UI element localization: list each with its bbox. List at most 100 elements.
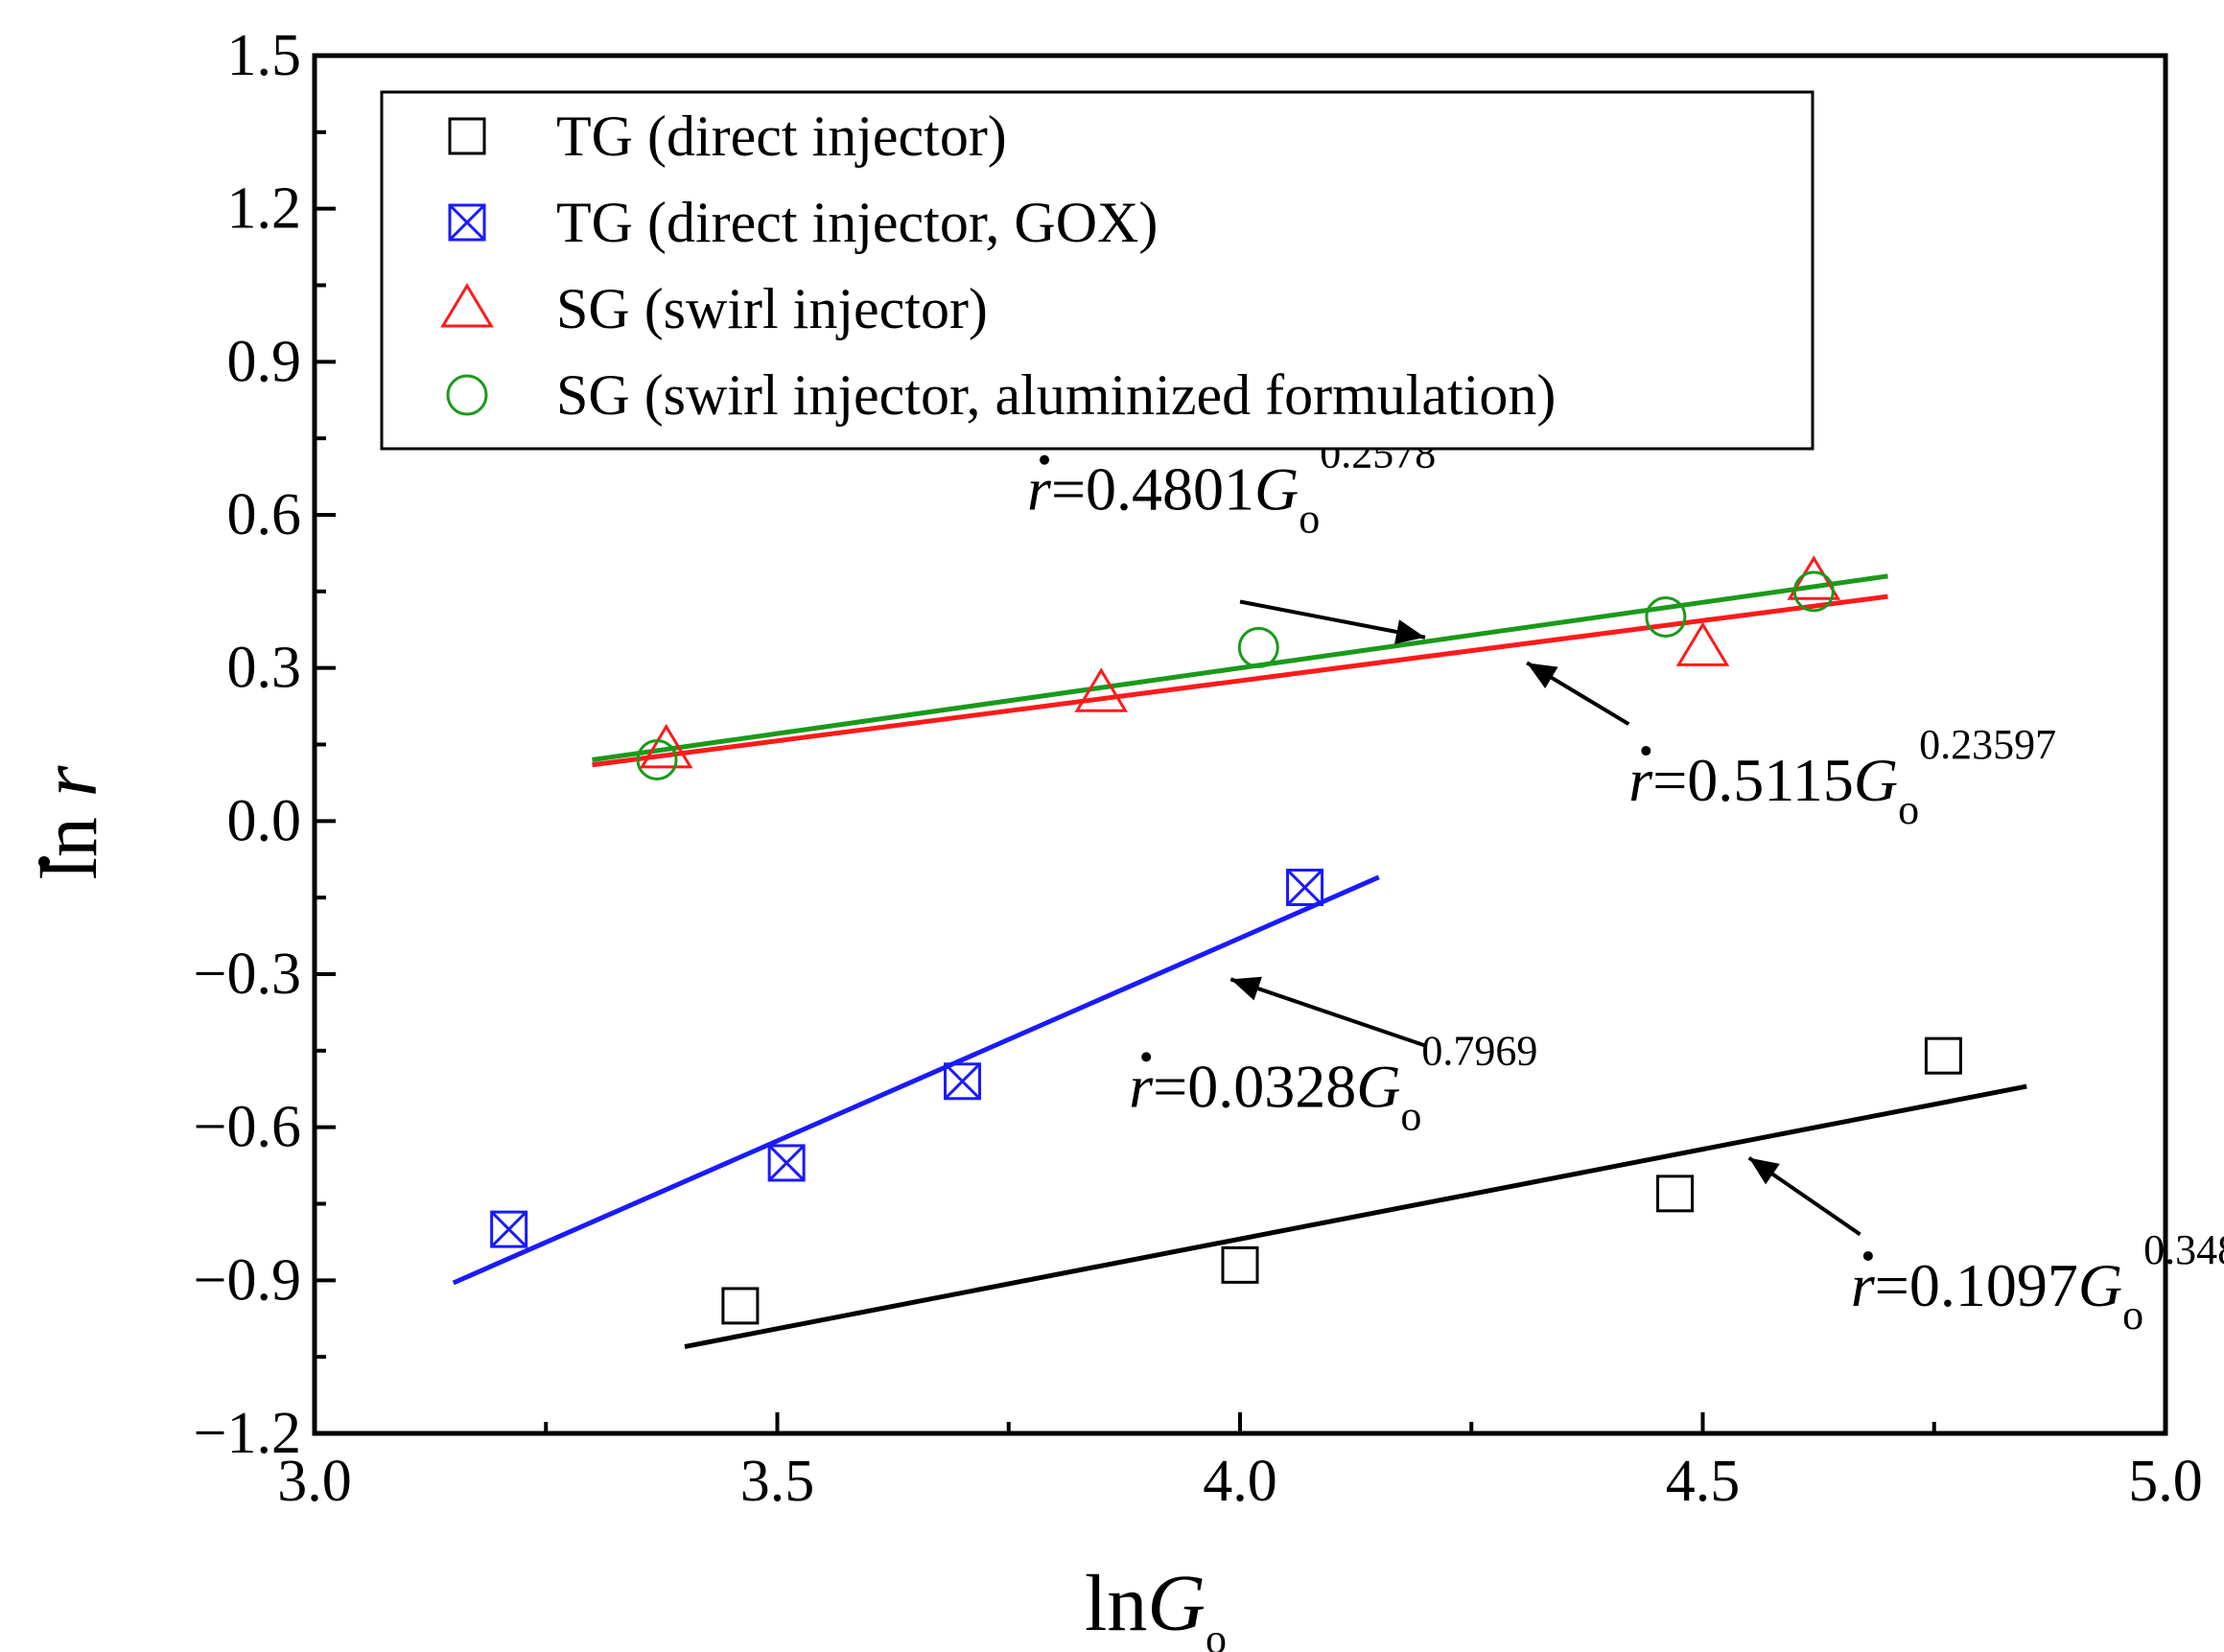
equation-sub: o bbox=[1400, 1092, 1421, 1139]
legend-box bbox=[380, 90, 1814, 451]
data-point bbox=[1237, 626, 1279, 668]
equation-var: G bbox=[1254, 455, 1299, 524]
data-point bbox=[1675, 621, 1730, 666]
marker-square bbox=[1924, 1036, 1962, 1075]
y-tick-label: −0.6 bbox=[194, 1095, 301, 1160]
data-point bbox=[490, 1210, 528, 1248]
y-tick-label: 1.5 bbox=[227, 23, 302, 88]
equation-annotations: r=0.4801Go0.2578r=0.5115Go0.23597r=0.032… bbox=[1027, 430, 2224, 1338]
data-point bbox=[721, 1287, 760, 1325]
fit-line bbox=[592, 593, 1888, 768]
x-axis-title: lnGo bbox=[1085, 1559, 1227, 1652]
marker-cross bbox=[448, 203, 486, 242]
annotation-arrow bbox=[1229, 977, 1426, 1048]
equation-sub: o bbox=[1299, 496, 1320, 543]
legend-label: SG (swirl injector, aluminized formulati… bbox=[556, 363, 1556, 427]
equation-coef: =0.0328 bbox=[1153, 1052, 1356, 1120]
equation-text: r=0.1097Go0.34866 bbox=[1851, 1226, 2224, 1338]
y-tick-label: −0.3 bbox=[194, 942, 301, 1007]
equation-annotation: r=0.1097Go0.34866 bbox=[1747, 1155, 2224, 1338]
legend-marker bbox=[440, 283, 494, 328]
equation-var: G bbox=[1854, 746, 1898, 814]
marker-triangle bbox=[639, 723, 693, 769]
marker-square bbox=[448, 117, 486, 155]
marker-circle bbox=[1237, 626, 1279, 668]
y-tick-label: 1.2 bbox=[227, 176, 302, 242]
legend-marker bbox=[448, 117, 486, 155]
marker-circle bbox=[636, 738, 678, 780]
y-axis-title-dot bbox=[38, 856, 50, 868]
x-tick-label: 4.5 bbox=[1666, 1449, 1741, 1514]
marker-cross bbox=[490, 1211, 527, 1248]
legend-marker bbox=[446, 374, 488, 416]
marker-circle bbox=[1645, 595, 1687, 638]
equation-lhs: r bbox=[1129, 1052, 1154, 1120]
equation-sub: o bbox=[1898, 786, 1919, 833]
equation-overdot bbox=[1141, 1052, 1152, 1062]
x-tick-label: 4.0 bbox=[1203, 1449, 1277, 1514]
y-axis-title: ln r bbox=[25, 765, 114, 879]
annotation-arrowhead bbox=[1748, 1157, 1780, 1185]
equation-coef: =0.4801 bbox=[1051, 455, 1254, 524]
marker-square bbox=[944, 1062, 981, 1101]
equation-lhs: r bbox=[1628, 746, 1653, 814]
marker-cross bbox=[944, 1062, 981, 1100]
equation-text: r=0.5115Go0.23597 bbox=[1628, 721, 2056, 833]
data-point bbox=[944, 1062, 981, 1101]
data-point bbox=[639, 723, 693, 769]
marker-square bbox=[767, 1144, 806, 1182]
x-axis-title-base: ln bbox=[1085, 1559, 1147, 1648]
marker-square bbox=[721, 1287, 760, 1325]
legend-label: TG (direct injector, GOX) bbox=[556, 191, 1158, 254]
marker-triangle bbox=[440, 283, 494, 328]
y-tick-label: −0.9 bbox=[194, 1247, 301, 1313]
legend-entry: TG (direct injector) bbox=[448, 105, 1007, 168]
marker-cross bbox=[768, 1144, 806, 1181]
y-axis-title-base: ln bbox=[25, 797, 114, 879]
equation-annotation: r=0.0328Go0.7969 bbox=[1129, 976, 1537, 1139]
legend: TG (direct injector) TG (direct injector,… bbox=[380, 90, 1814, 451]
equation-exp: 0.23597 bbox=[1919, 721, 2056, 768]
data-point bbox=[1787, 555, 1841, 600]
data-point bbox=[1074, 667, 1129, 712]
y-tick-label: 0.3 bbox=[227, 636, 302, 701]
x-axis-title-var: G bbox=[1147, 1559, 1206, 1648]
equation-overdot bbox=[1641, 746, 1651, 756]
x-tick-label: 3.5 bbox=[740, 1449, 815, 1514]
x-tick-label: 5.0 bbox=[2128, 1449, 2203, 1514]
equation-var: G bbox=[1356, 1052, 1400, 1120]
equation-lhs: r bbox=[1851, 1251, 1876, 1319]
y-axis-title-var: r bbox=[25, 765, 114, 797]
x-axis-title-sub: o bbox=[1206, 1616, 1227, 1652]
equation-lhs: r bbox=[1027, 455, 1052, 524]
legend-label: SG (swirl injector) bbox=[556, 277, 988, 340]
equation-var: G bbox=[2078, 1251, 2122, 1319]
equation-text: r=0.0328Go0.7969 bbox=[1129, 1027, 1537, 1139]
svg-text:ln r: ln r bbox=[25, 765, 114, 879]
equation-exp: 0.7969 bbox=[1421, 1027, 1537, 1074]
marker-triangle bbox=[1074, 667, 1129, 712]
data-point bbox=[1221, 1245, 1259, 1284]
axis-ticks: 3.0 3.5 4.0 4.5 5.0 1.5 1.2 0.9 0.6 0.3 0.0 −0.3 −0.… bbox=[194, 23, 2203, 1514]
equation-sub: o bbox=[2122, 1291, 2143, 1338]
y-tick-label: 0.9 bbox=[227, 329, 302, 394]
equation-coef: =0.1097 bbox=[1875, 1251, 2078, 1319]
data-point bbox=[1924, 1036, 1962, 1075]
data-markers bbox=[490, 555, 1962, 1325]
fit-line bbox=[592, 573, 1888, 762]
data-point bbox=[1645, 595, 1687, 638]
y-tick-label: 0.6 bbox=[227, 482, 302, 547]
legend-marker bbox=[448, 203, 486, 242]
data-point bbox=[636, 738, 678, 780]
marker-triangle bbox=[1675, 621, 1730, 666]
annotation-arrowhead bbox=[1394, 619, 1425, 644]
fit-line bbox=[684, 1083, 2027, 1349]
equation-annotation: r=0.4801Go0.2578 bbox=[1027, 430, 1436, 644]
legend-entry: SG (swirl injector) bbox=[440, 277, 988, 340]
data-point bbox=[1286, 869, 1324, 907]
data-point bbox=[767, 1144, 806, 1182]
svg-text:lnGo: lnGo bbox=[1085, 1559, 1227, 1652]
legend-entry: SG (swirl injector, aluminized formulati… bbox=[446, 363, 1556, 427]
data-point bbox=[1792, 570, 1835, 613]
